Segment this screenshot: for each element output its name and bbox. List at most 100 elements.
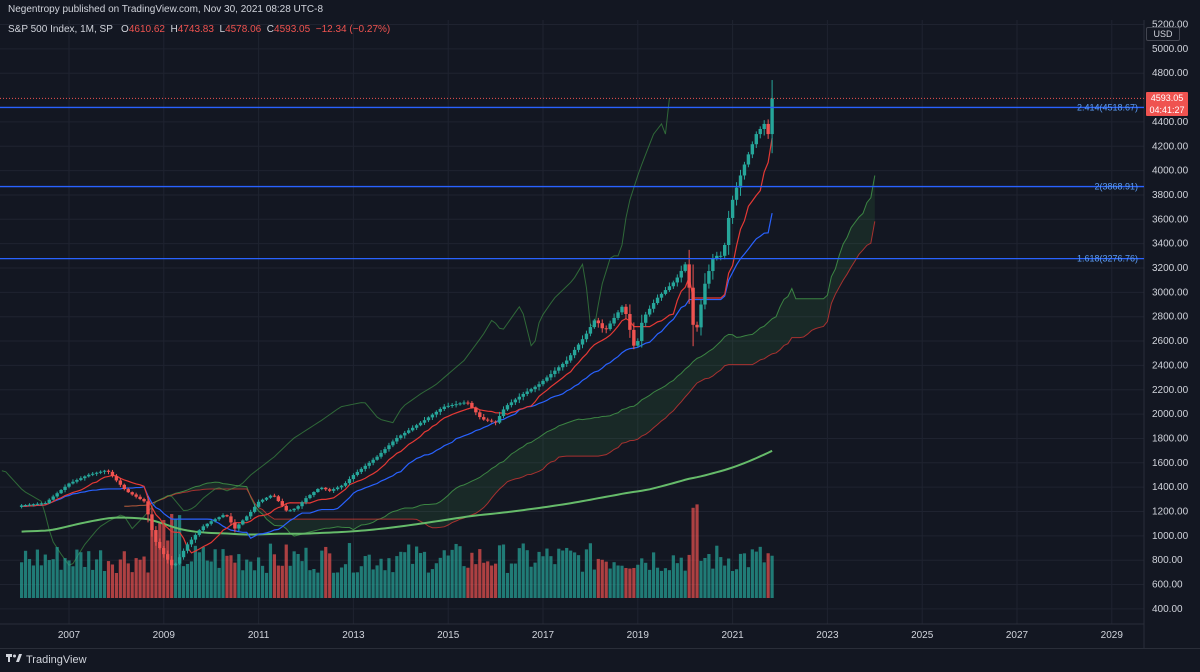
volume-bar [403,552,407,598]
volume-bar [430,569,434,598]
volume-bar [280,565,284,598]
candle-body [351,474,356,480]
volume-bar [505,572,510,598]
candle-body [221,515,225,518]
candle-body [328,489,332,491]
volume-bar [245,559,249,598]
volume-bar [426,572,431,598]
candle-body [553,370,557,375]
volume-bar [612,562,616,598]
volume-bar [592,569,596,598]
price-tick-label: 3000.00 [1152,287,1189,298]
candle-body [616,312,620,318]
price-tick-label: 3800.00 [1152,190,1189,201]
price-tick-label: 3200.00 [1152,263,1189,274]
candle-body [217,517,221,520]
ohlc-legend: S&P 500 Index, 1M, SP O4610.62 H4743.83 … [8,24,390,35]
candle-body [256,501,261,507]
volume-bar [237,554,241,598]
volume-bar [150,519,154,598]
volume-bar [300,561,304,598]
time-tick-label: 2023 [816,630,839,641]
volume-bar [162,520,166,598]
price-tick-label: 1200.00 [1152,507,1189,518]
volume-bar [253,570,257,598]
volume-bar [434,563,438,598]
candle-body [723,245,727,256]
volume-bar [154,530,158,598]
candle-body [379,452,383,457]
candle-body [47,499,51,503]
volume-bar [355,572,359,598]
volume-bar [312,568,316,598]
candle-body [734,187,739,200]
volume-bar [23,550,28,598]
candle-body [241,520,245,525]
candle-body [375,456,379,460]
volume-bar [371,569,375,598]
candle-body [537,384,541,387]
time-tick-label: 2009 [153,630,176,641]
price-tick-label: 600.00 [1152,580,1183,591]
volume-bar [482,562,486,598]
candle-body [391,441,395,446]
candle-body [474,407,478,413]
change-value: −12.34 (−0.27%) [315,24,391,35]
volume-bar [106,561,111,598]
volume-bar [648,569,652,598]
volume-bar [71,566,75,598]
volume-bar [588,543,592,598]
volume-bar [284,544,288,598]
symbol-label[interactable]: S&P 500 Index, 1M, SP [8,24,113,35]
chart-background [0,20,1200,648]
volume-bar [707,554,711,598]
volume-bar [501,544,506,598]
candle-body [438,409,442,412]
volume-bar [470,552,474,598]
candle-body [118,480,123,485]
volume-bar [343,564,348,598]
candle-body [414,425,419,428]
candle-body [363,465,367,469]
candle-body [288,510,292,512]
volume-bar [351,572,355,598]
volume-bar [632,567,636,598]
currency-badge[interactable]: USD [1146,27,1180,41]
volume-bar [359,566,363,598]
candle-body [205,523,209,527]
candle-body [272,495,277,497]
candle-body [162,548,166,555]
volume-bar [438,557,442,598]
fib-level-label: 2.414(4518.67) [1077,102,1138,112]
price-tick-label: 2600.00 [1152,336,1189,347]
chikou-span [1,98,670,566]
volume-bar [91,569,95,598]
candle-body [501,409,506,417]
volume-bar [628,568,632,598]
candle-body [158,541,162,549]
volume-bar [205,560,209,598]
volume-bar [509,563,513,598]
candle-body [513,399,518,403]
candle-body [142,499,146,502]
candle-body [280,501,284,506]
candle-body [102,470,107,472]
candle-body [154,530,158,542]
candle-body [667,286,672,291]
low-label: L [219,24,226,35]
tradingview-logo-icon[interactable] [6,649,22,671]
candle-body [331,489,336,491]
volume-bar [569,550,573,598]
volume-bar [399,551,403,598]
volume-bar [264,572,269,598]
candle-body [383,449,387,453]
candle-body [549,374,553,378]
volume-bar [478,549,482,598]
volume-bar [454,543,458,598]
volume-bar [644,562,648,598]
candle-body [292,508,296,511]
price-tick-label: 800.00 [1152,555,1183,566]
price-tick-label: 1400.00 [1152,482,1189,493]
volume-bar [43,554,47,598]
